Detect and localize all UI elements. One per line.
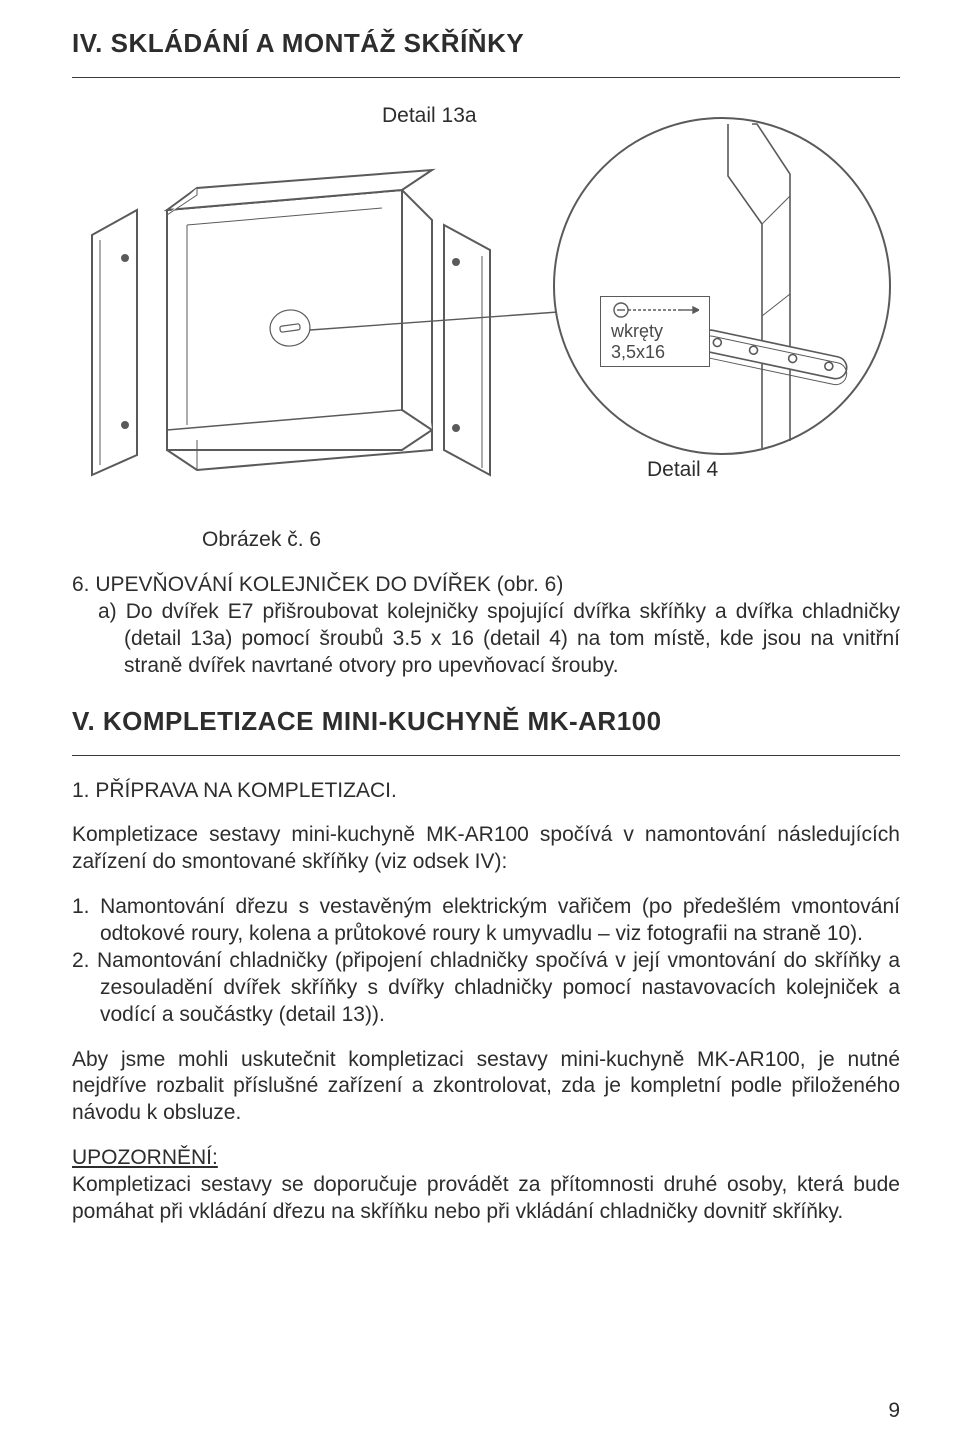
- rule-2: [72, 755, 900, 756]
- section-4-title: IV. SKLÁDÁNÍ A MONTÁŽ SKŘÍŇKY: [72, 28, 900, 59]
- step6-body: a) Do dvířek E7 přišroubovat kolejničky …: [72, 599, 900, 680]
- prep-para: Kompletizace sestavy mini-kuchyně MK-AR1…: [72, 822, 900, 876]
- list-item-1: 1. Namontování dřezu s vestavěným elektr…: [72, 894, 900, 948]
- screw-label-line2: 3,5x16: [611, 342, 699, 363]
- prep-heading: 1. PŘÍPRAVA NA KOMPLETIZACI.: [72, 778, 900, 805]
- step6-heading: 6. UPEVŇOVÁNÍ KOLEJNIČEK DO DVÍŘEK (obr.…: [72, 572, 900, 599]
- screw-spec-box: wkręty 3,5x16: [600, 296, 710, 367]
- section-5-title: V. KOMPLETIZACE MINI-KUCHYNĚ MK-AR100: [72, 706, 900, 737]
- label-detail-4: Detail 4: [647, 458, 718, 482]
- screw-icon: [611, 301, 699, 319]
- rule-1: [72, 77, 900, 78]
- screw-label-line1: wkręty: [611, 321, 699, 342]
- warning-body: Kompletizaci sestavy se doporučuje prová…: [72, 1172, 900, 1226]
- list-item-2: 2. Namontování chladničky (připojení chl…: [72, 948, 900, 1029]
- page: IV. SKLÁDÁNÍ A MONTÁŽ SKŘÍŇKY Detail 13a: [0, 0, 960, 1445]
- label-detail-13a: Detail 13a: [382, 104, 477, 128]
- page-number: 9: [888, 1399, 900, 1423]
- warning-heading: UPOZORNĚNÍ:: [72, 1146, 218, 1169]
- figure-area: Detail 13a: [72, 100, 900, 520]
- cabinet-diagram: [72, 140, 502, 500]
- figure-caption: Obrázek č. 6: [202, 528, 900, 552]
- detail-circle-contents: [552, 116, 892, 456]
- para-after-list: Aby jsme mohli uskutečnit kompletizaci s…: [72, 1047, 900, 1128]
